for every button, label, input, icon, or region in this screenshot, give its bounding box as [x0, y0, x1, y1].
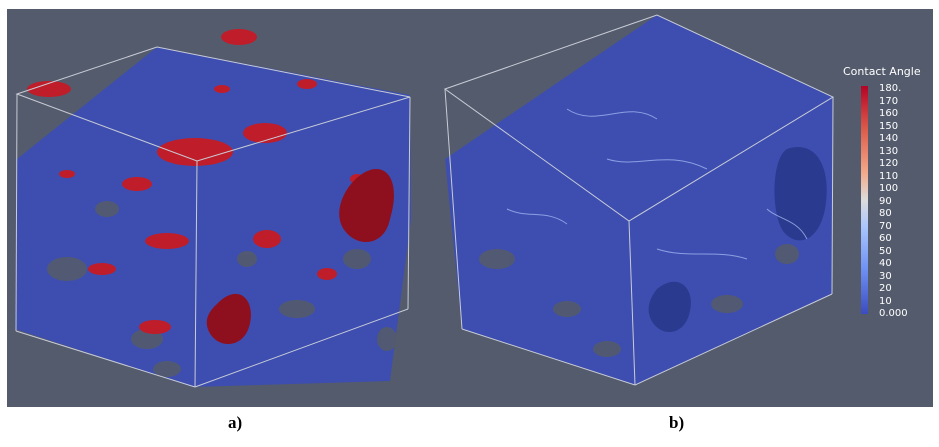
legend-tick: 110: [879, 170, 899, 182]
legend-tick: 170: [879, 95, 899, 107]
legend-tick: 60: [879, 233, 892, 244]
panel-caption-a: a): [228, 413, 243, 432]
legend-tick: 40: [879, 258, 892, 269]
legend-tick: 130: [879, 145, 899, 157]
contact-angle-legend: Contact Angle 180. 170 160 150 140 130 1…: [839, 65, 929, 335]
legend-tick: 30: [879, 270, 892, 282]
legend-tick: 70: [879, 220, 892, 232]
legend-title: Contact Angle: [843, 65, 921, 78]
porous-volume-a: [15, 29, 411, 388]
colorbar: [861, 86, 868, 314]
legend-tick: 50: [879, 245, 892, 257]
porous-volume-b: [443, 14, 835, 386]
pore-body-a: [15, 47, 411, 387]
panel-caption-b: b): [669, 413, 685, 432]
legend-tick: 20: [879, 283, 892, 294]
legend-tick: 160: [879, 108, 899, 119]
render-viewport[interactable]: Contact Angle 180. 170 160 150 140 130 1…: [7, 9, 933, 407]
high-contact-angle-regions-a: [27, 29, 364, 334]
legend-tick: 80: [879, 208, 892, 219]
legend-tick: 10: [879, 295, 892, 307]
legend-tick: 140: [879, 133, 899, 144]
dark-red-pore-walls-a: [206, 169, 394, 345]
scene-canvas: [15, 14, 835, 388]
legend-tick: 0.000: [879, 308, 908, 319]
pore-gaps-a: [47, 201, 397, 377]
pore-body-b: [445, 15, 833, 385]
legend-tick: 150: [879, 120, 899, 132]
bounding-box-a: [15, 46, 411, 388]
bounding-box-b: [443, 14, 835, 386]
flat-pore-walls-b: [648, 147, 827, 333]
contact-lines-b: [506, 108, 808, 260]
legend-tick: 120: [879, 158, 899, 169]
legend-tick: 180.: [879, 83, 902, 94]
legend-ticks: 180. 170 160 150 140 130 120 110 100 90 …: [879, 83, 929, 323]
pore-gaps-b: [479, 244, 799, 357]
legend-tick: 100: [879, 183, 899, 194]
legend-tick: 90: [879, 195, 892, 207]
